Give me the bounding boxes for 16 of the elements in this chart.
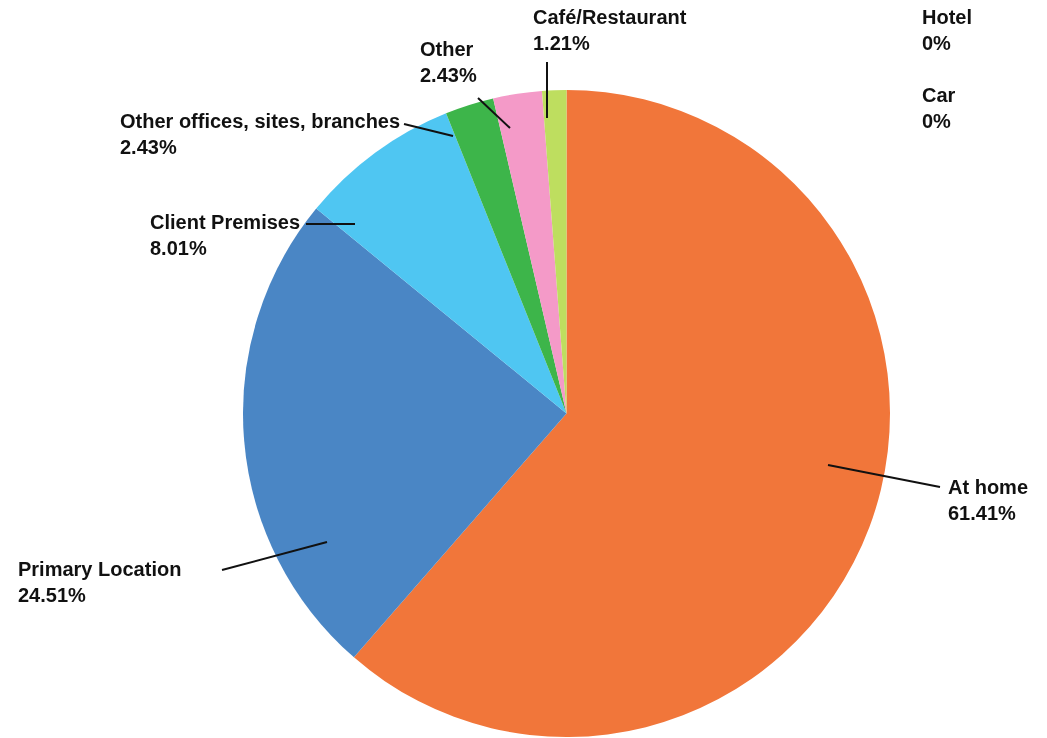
slice-label: At home <box>948 475 1028 498</box>
data-label: 1.21% <box>533 31 590 54</box>
data-label: 61.41% <box>948 501 1017 524</box>
category-label: Car <box>922 83 956 106</box>
text: 0% <box>922 31 951 54</box>
data-label: 8.01% <box>150 236 207 259</box>
slice-label: Client Premises <box>150 210 301 233</box>
slice-label: Café/Restaurant <box>533 5 687 28</box>
text: 0% <box>922 109 951 132</box>
slice-label: Other offices, sites, branches <box>120 109 401 132</box>
data-label: 2.43% <box>420 63 477 86</box>
slice-label: Primary Location <box>18 557 182 580</box>
data-label: 24.51% <box>18 583 87 606</box>
category-label: Hotel <box>922 5 972 28</box>
data-label: 2.43% <box>120 135 177 158</box>
slice-label: Other <box>420 37 474 60</box>
